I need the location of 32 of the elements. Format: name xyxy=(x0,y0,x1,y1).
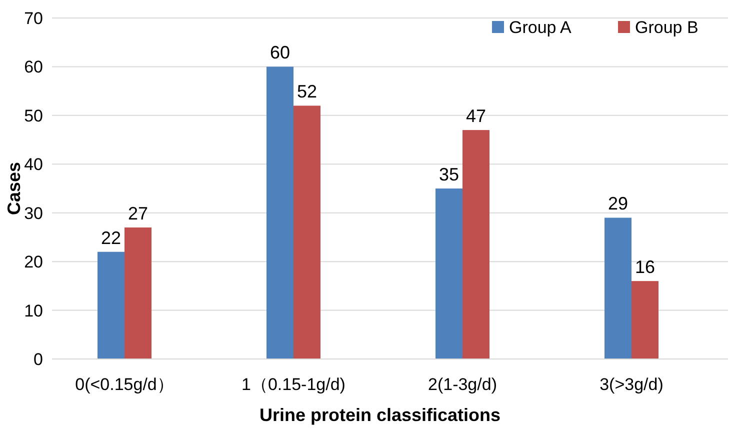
x-tick-label: 0(<0.15g/d） xyxy=(75,375,174,394)
bar xyxy=(266,66,294,359)
bar xyxy=(436,188,462,359)
data-label: 52 xyxy=(296,82,318,102)
y-axis-title: Cases xyxy=(4,162,24,216)
legend-label: Group A xyxy=(509,18,572,37)
y-tick-label: 20 xyxy=(24,252,43,272)
bar xyxy=(604,218,632,359)
data-label: 35 xyxy=(438,164,460,184)
y-tick-label: 40 xyxy=(24,155,43,174)
y-tick-label: 30 xyxy=(24,204,43,223)
y-tick-label: 60 xyxy=(24,58,43,77)
y-tick-label: 10 xyxy=(24,301,43,320)
data-label: 22 xyxy=(100,228,122,248)
y-tick-label: 70 xyxy=(24,9,43,28)
x-axis-title: Urine protein classifications xyxy=(259,405,501,425)
bar xyxy=(294,106,320,359)
x-tick-label: 3(>3g/d) xyxy=(600,375,664,394)
data-label: 16 xyxy=(634,257,656,278)
bar xyxy=(462,130,490,359)
data-label: 27 xyxy=(128,203,148,224)
bar xyxy=(632,281,658,359)
y-tick-label: 0 xyxy=(34,350,43,369)
data-label: 60 xyxy=(270,42,290,63)
data-label: 47 xyxy=(466,106,486,126)
x-tick-label: 1（0.15-1g/d) xyxy=(242,375,346,394)
data-label: 29 xyxy=(608,194,628,214)
bar xyxy=(124,227,152,359)
legend-label: Group B xyxy=(635,18,698,37)
x-tick-label: 2(1-3g/d) xyxy=(428,375,497,394)
y-tick-label: 50 xyxy=(24,106,43,126)
bar xyxy=(98,252,124,359)
